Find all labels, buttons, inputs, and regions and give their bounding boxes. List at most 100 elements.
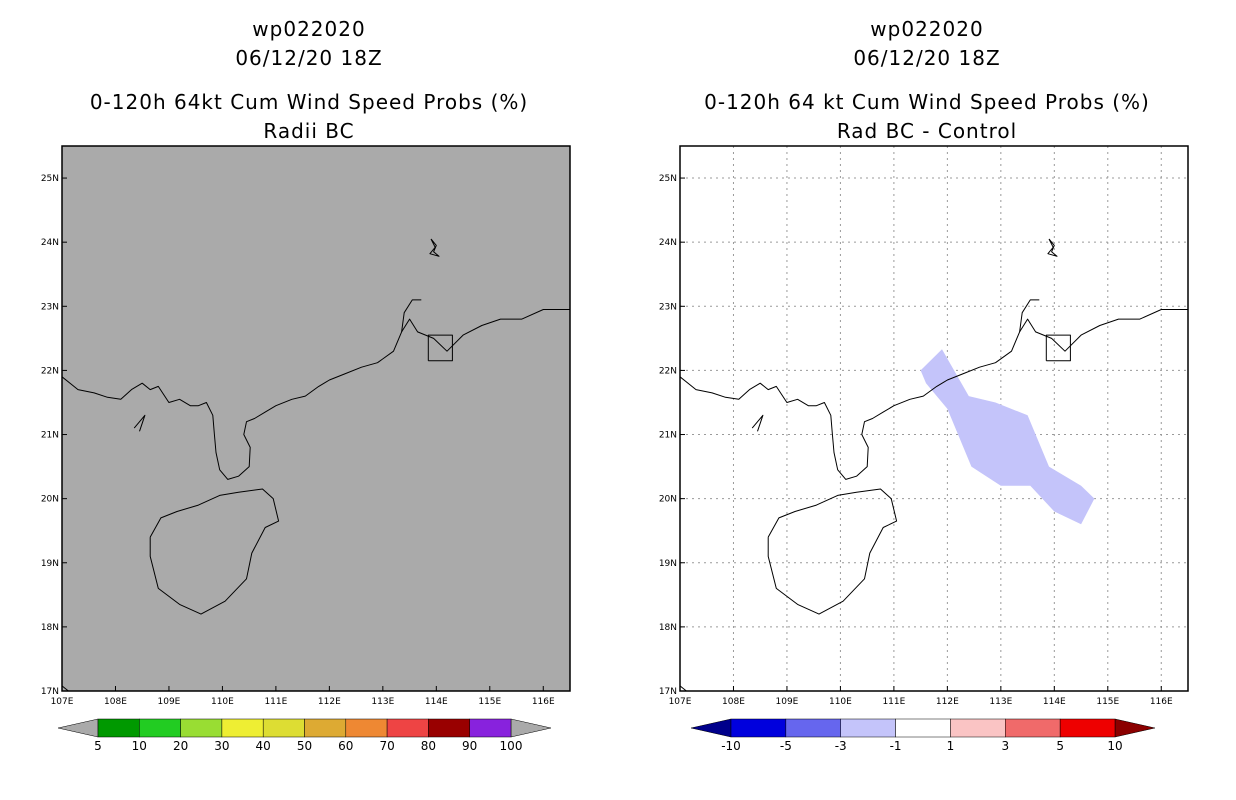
colorbar-swatch (895, 718, 951, 738)
x-tick-label: 108E (104, 697, 127, 707)
colorbar-label: 30 (214, 739, 229, 753)
x-tick-label: 113E (989, 697, 1012, 707)
coastline-hainan (149, 488, 280, 615)
coastline-lake (1047, 238, 1058, 257)
y-tick-label: 24N (41, 238, 59, 248)
x-tick-label: 115E (1096, 697, 1119, 707)
panel-rad-bc-control: wp022020 06/12/20 18Z 0-120h 64 kt Cum W… (618, 0, 1236, 800)
y-tick-label: 20N (41, 495, 59, 505)
coastline-islet (751, 414, 764, 432)
hong-kong-boundary (427, 334, 453, 362)
colorbar-label: 70 (379, 739, 394, 753)
colorbar-label: 10 (1107, 739, 1122, 753)
x-tick-label: 112E (936, 697, 959, 707)
colorbar-swatch (345, 718, 388, 738)
colorbar-label: 1 (947, 739, 955, 753)
date-title: 06/12/20 18Z (235, 46, 383, 70)
colorbar-swatch (262, 718, 305, 738)
colorbar-swatch (180, 718, 223, 738)
coastline-islet (133, 414, 146, 432)
product-title: 0-120h 64kt Cum Wind Speed Probs (%) (89, 90, 529, 114)
colorbar-label: -3 (835, 739, 847, 753)
coastline-mainland (61, 309, 570, 480)
y-tick-label: 19N (41, 559, 59, 569)
coastline-mainland (679, 309, 1188, 480)
colorbar-label: 3 (1001, 739, 1009, 753)
colorbar-label: 10 (132, 739, 147, 753)
x-tick-label: 114E (425, 697, 448, 707)
colorbar-swatch (221, 718, 264, 738)
map-background (680, 146, 1188, 691)
map-frame (679, 145, 1189, 692)
y-tick-label: 17N (659, 687, 677, 697)
probability-area (920, 349, 1095, 525)
colorbar-label: 90 (462, 739, 477, 753)
colorbar-swatch (428, 718, 470, 738)
subtitle: Rad BC - Control (836, 119, 1018, 143)
coastline-pearl-river (401, 299, 422, 332)
y-tick-label: 18N (659, 623, 677, 633)
colorbar-label: 5 (94, 739, 102, 753)
chart-rad-bc-control: 107E 108E 109E 110E 111E 112E 113E 114E 115E 116E… (659, 145, 1189, 753)
product-title: 0-120h 64 kt Cum Wind Speed Probs (%) (704, 90, 1150, 114)
y-tick-label: 20N (659, 495, 677, 505)
hong-kong-boundary (1045, 334, 1071, 362)
storm-id-title: wp022020 (870, 17, 984, 41)
colorbar-swatch (304, 718, 347, 738)
date-title: 06/12/20 18Z (853, 46, 1001, 70)
x-tick-label: 116E (1150, 697, 1173, 707)
x-tick-label: 111E (264, 697, 287, 707)
map-background (62, 146, 570, 691)
colorbar-arrow-right (510, 718, 552, 738)
coastline-lake (429, 238, 440, 257)
corner-mark (679, 685, 687, 692)
y-tick-label: 18N (41, 623, 59, 633)
colorbar-label: 80 (421, 739, 436, 753)
panel-radii-bc: wp022020 06/12/20 18Z 0-120h 64kt Cum Wi… (41, 17, 571, 753)
colorbar-label: 40 (256, 739, 271, 753)
x-tick-label: 107E (669, 697, 692, 707)
y-tick-label: 17N (41, 687, 59, 697)
colorbar-label: 50 (297, 739, 312, 753)
y-tick-label: 25N (659, 174, 677, 184)
coastline-hainan (767, 488, 898, 615)
colorbar-swatch (1005, 718, 1061, 738)
x-tick-label: 116E (532, 697, 555, 707)
colorbar-label: -10 (721, 739, 741, 753)
y-tick-label: 23N (41, 302, 59, 312)
colorbar-label: 100 (500, 739, 523, 753)
colorbar-label: -5 (780, 739, 792, 753)
y-tick-label: 21N (659, 431, 677, 441)
x-tick-label: 112E (318, 697, 341, 707)
colorbar-swatch (1059, 718, 1116, 738)
y-tick-label: 24N (659, 238, 677, 248)
colorbar-swatch (840, 718, 896, 738)
y-tick-label: 23N (659, 302, 677, 312)
corner-mark (61, 685, 69, 692)
colorbar-swatch (950, 718, 1006, 738)
colorbar-arrow-left (57, 718, 99, 738)
x-tick-label: 109E (776, 697, 799, 707)
x-tick-label: 109E (158, 697, 181, 707)
colorbar-arrow-left (690, 718, 732, 738)
colorbar-swatch (97, 718, 140, 738)
x-tick-label: 107E (51, 697, 74, 707)
colorbar-swatch (139, 718, 181, 738)
colorbar-label: 60 (338, 739, 353, 753)
y-tick-label: 19N (659, 559, 677, 569)
x-tick-label: 111E (882, 697, 905, 707)
x-tick-label: 110E (211, 697, 234, 707)
colorbar-swatch (785, 718, 841, 738)
colorbar-label: 20 (173, 739, 188, 753)
colorbar-label: 5 (1056, 739, 1064, 753)
y-tick-label: 25N (41, 174, 59, 184)
y-tick-label: 22N (659, 366, 677, 376)
storm-id-title: wp022020 (252, 17, 366, 41)
x-tick-label: 113E (371, 697, 394, 707)
coastline-pearl-river (1019, 299, 1040, 332)
subtitle: Radii BC (263, 119, 355, 143)
colorbar-swatch (469, 718, 512, 738)
x-tick-label: 115E (478, 697, 501, 707)
colorbar-swatch (730, 718, 787, 738)
y-tick-label: 21N (41, 431, 59, 441)
